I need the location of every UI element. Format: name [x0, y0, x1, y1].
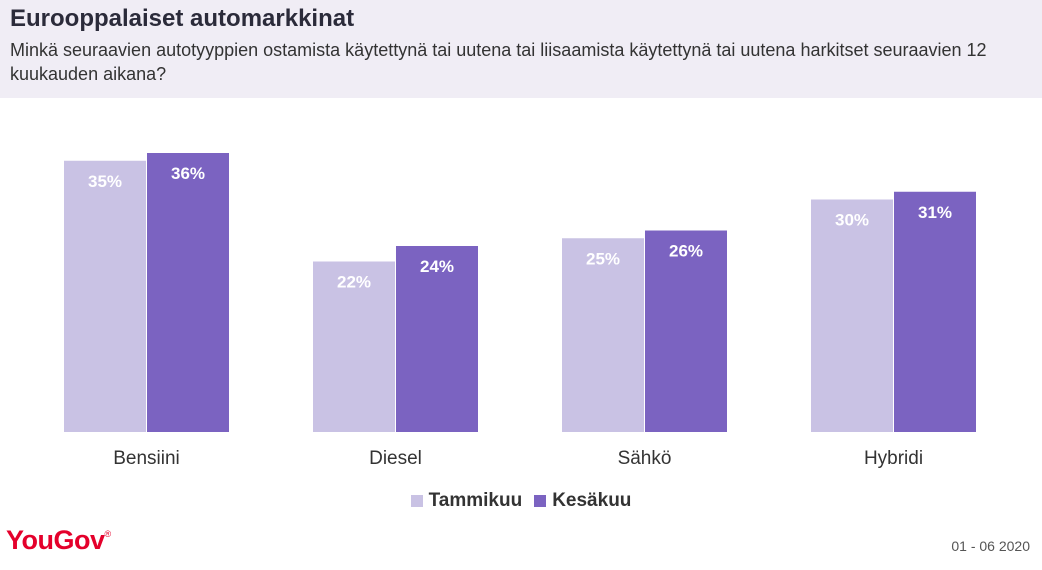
legend-label-tammikuu: Tammikuu	[428, 490, 523, 511]
data-label-bensiini-kesäkuu: 36%	[171, 164, 205, 183]
bar-sähkö-kesäkuu	[645, 230, 727, 432]
data-label-sähkö-tammikuu: 25%	[586, 249, 620, 268]
bar-hybridi-tammikuu	[811, 199, 893, 432]
chart-legend: Tammikuu Kesäkuu	[0, 490, 1042, 512]
legend-swatch-tammikuu	[410, 495, 423, 507]
bar-sähkö-tammikuu	[562, 238, 644, 432]
category-label-bensiini: Bensiini	[113, 448, 180, 469]
category-label-diesel: Diesel	[369, 448, 422, 469]
chart-header: Eurooppalaiset automarkkinat Minkä seura…	[0, 0, 1042, 98]
chart-subtitle: Minkä seuraavien autotyyppien ostamista …	[10, 40, 987, 84]
bar-bensiini-tammikuu	[64, 160, 146, 432]
data-label-hybridi-kesäkuu: 31%	[918, 203, 952, 222]
yougov-logo: YouGov®	[6, 525, 111, 555]
bar-diesel-tammikuu	[313, 261, 395, 432]
bar-hybridi-kesäkuu	[894, 191, 976, 432]
category-label-sähkö: Sähkö	[618, 448, 672, 469]
logo-text: YouGov	[6, 525, 105, 555]
data-label-sähkö-kesäkuu: 26%	[669, 242, 703, 261]
legend-swatch-kesakuu	[534, 495, 547, 507]
data-label-bensiini-tammikuu: 35%	[88, 172, 122, 191]
date-label: 01 - 06 2020	[951, 538, 1030, 554]
chart-title: Eurooppalaiset automarkkinat	[10, 5, 355, 32]
legend-item-kesakuu: Kesäkuu	[534, 490, 631, 512]
category-label-hybridi: Hybridi	[864, 448, 923, 469]
bar-bensiini-kesäkuu	[147, 153, 229, 432]
legend-item-tammikuu: Tammikuu	[410, 490, 523, 512]
legend-label-kesakuu: Kesäkuu	[552, 490, 632, 511]
data-label-diesel-tammikuu: 22%	[337, 273, 371, 292]
data-label-diesel-kesäkuu: 24%	[420, 257, 454, 276]
data-label-hybridi-tammikuu: 30%	[835, 211, 869, 230]
bar-chart: 35% 36% Bensiini 22% 24% Diesel 25% 26% Sähkö 30%…	[64, 153, 976, 469]
bar-diesel-kesäkuu	[396, 246, 478, 432]
